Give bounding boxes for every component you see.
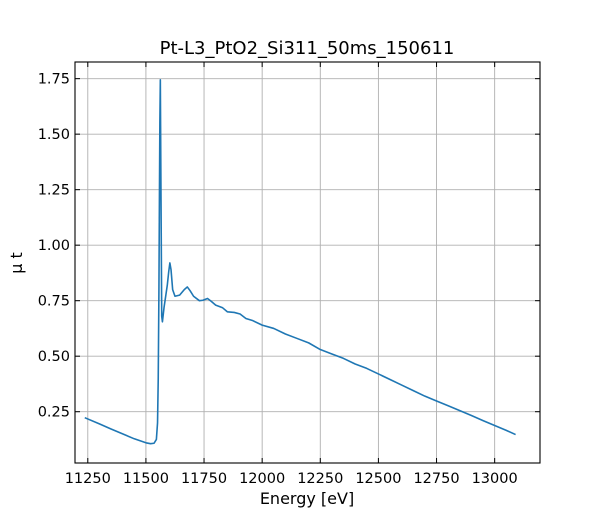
chart-title: Pt-L3_PtO2_Si311_50ms_150611 xyxy=(160,38,455,59)
y-tick-label: 1.50 xyxy=(38,127,70,143)
axis-ticks: 11250 11500 11750 12000 12250 12500 12750 13000… xyxy=(38,62,540,487)
plot-frame xyxy=(74,61,541,464)
data-line-layer xyxy=(84,78,516,445)
x-axis-label: Energy [eV] xyxy=(260,489,354,508)
x-tick-label: 13000 xyxy=(472,471,518,487)
y-tick-label: 1.25 xyxy=(38,183,70,199)
x-tick-label: 12750 xyxy=(413,471,459,487)
y-tick-label: 0.75 xyxy=(38,294,70,310)
y-axis-label: μ t xyxy=(7,252,26,274)
x-tick-label: 11250 xyxy=(65,471,111,487)
y-tick-label: 0.50 xyxy=(38,349,70,365)
grid xyxy=(75,62,540,463)
x-tick-label: 12250 xyxy=(297,471,343,487)
x-tick-label: 12000 xyxy=(239,471,285,487)
x-tick-label: 11750 xyxy=(181,471,227,487)
x-tick-label: 12500 xyxy=(355,471,401,487)
y-tick-label: 1.75 xyxy=(38,72,70,88)
y-tick-label: 0.25 xyxy=(38,405,70,421)
x-tick-label: 11500 xyxy=(123,471,169,487)
series-line xyxy=(84,78,516,445)
y-tick-label: 1.00 xyxy=(38,238,70,254)
